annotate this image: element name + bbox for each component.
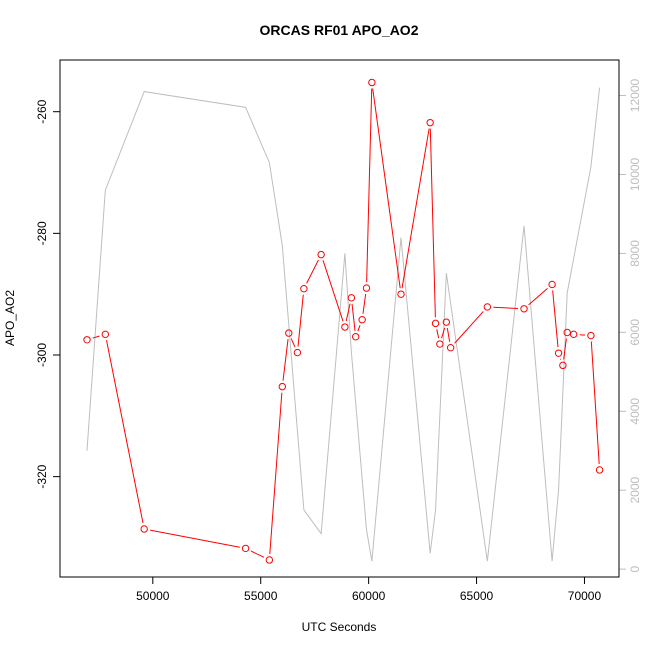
y2-tick-label: 6000 xyxy=(628,319,642,346)
series-primary-point xyxy=(559,361,567,370)
series-primary-segment xyxy=(290,338,296,348)
series-primary-segment xyxy=(357,325,361,332)
series-primary-segment xyxy=(401,128,430,289)
series-primary-segment xyxy=(563,338,567,360)
series-primary-point xyxy=(347,294,356,302)
series-primary-point xyxy=(278,382,287,391)
y2-tick-label: 0 xyxy=(628,565,642,572)
series-primary-point xyxy=(362,284,371,292)
series-primary-point xyxy=(587,331,595,340)
y-tick-label: -320 xyxy=(35,464,49,488)
series-primary-segment xyxy=(306,259,319,284)
series-primary-point xyxy=(351,333,360,341)
series-primary-point xyxy=(436,340,444,348)
series-primary-segment xyxy=(269,392,283,555)
x-tick-label: 60000 xyxy=(352,589,386,603)
series-primary-point xyxy=(300,284,308,293)
y2-tick-label: 4000 xyxy=(628,398,642,425)
series-primary-segment xyxy=(362,293,367,314)
series-primary-segment xyxy=(351,303,356,331)
chart-title: ORCAS RF01 APO_AO2 xyxy=(260,22,419,38)
plot-frame xyxy=(59,59,620,578)
series-primary-point xyxy=(563,328,571,337)
series-primary-segment xyxy=(345,303,351,322)
series-primary-point xyxy=(341,323,349,331)
x-axis-label: UTC Seconds xyxy=(302,620,377,634)
series-primary-segment xyxy=(92,335,100,339)
series-primary-segment xyxy=(297,294,304,347)
series-primary-point xyxy=(285,329,293,337)
y-axis-label: APO_AO2 xyxy=(3,290,17,346)
series-primary-segment xyxy=(372,88,401,289)
x-tick-label: 65000 xyxy=(460,589,494,603)
series-primary-point xyxy=(442,318,451,326)
series-primary-segment xyxy=(282,338,289,381)
series-primary-point xyxy=(446,343,455,352)
series-primary-segment xyxy=(429,128,436,318)
series-primary-point xyxy=(431,319,440,328)
x-tick-label: 50000 xyxy=(136,589,170,603)
series-primary-point xyxy=(358,316,366,324)
series-primary-segment xyxy=(436,329,440,339)
series-primary-segment xyxy=(250,550,265,558)
series-primary-segment xyxy=(441,327,446,339)
series-primary-point xyxy=(101,330,110,339)
series-primary-segment xyxy=(322,260,344,322)
x-tick-label: 70000 xyxy=(568,589,602,603)
y2-tick-label: 2000 xyxy=(628,477,642,504)
series-primary-segment xyxy=(454,311,484,344)
series-primary-point xyxy=(569,330,578,339)
series-primary-point xyxy=(426,118,434,127)
series-primary-point xyxy=(397,290,405,298)
series-primary-point xyxy=(368,78,376,87)
series-primary-point xyxy=(554,349,563,357)
series-primary-point xyxy=(293,348,302,357)
x-tick-label: 55000 xyxy=(244,589,278,603)
series-primary-segment xyxy=(366,88,373,283)
series-primary-segment xyxy=(552,290,559,348)
y-tick-label: -280 xyxy=(35,221,49,245)
y2-tick-label: 8000 xyxy=(628,240,642,267)
y2-tick-label: 12000 xyxy=(628,79,642,113)
series-primary-point xyxy=(140,525,148,533)
y2-tick-label: 10000 xyxy=(628,157,642,191)
series-primary-point xyxy=(265,556,274,564)
series-primary-point xyxy=(241,544,250,553)
series-primary-segment xyxy=(590,341,600,464)
y-tick-label: -260 xyxy=(35,99,49,123)
series-primary-point xyxy=(548,280,556,289)
series-primary-segment xyxy=(106,340,144,524)
series-primary-point xyxy=(520,305,528,313)
series-primary-segment xyxy=(528,287,548,306)
series-primary-segment xyxy=(446,327,451,342)
series-primary-point xyxy=(83,336,91,344)
series-secondary-line xyxy=(86,87,601,562)
series-primary-point xyxy=(317,250,325,259)
series-primary-segment xyxy=(149,529,240,548)
y-tick-label: -300 xyxy=(35,343,49,367)
series-primary-point xyxy=(595,466,604,474)
series-primary-segment xyxy=(493,306,519,309)
series-primary-point xyxy=(483,303,492,311)
